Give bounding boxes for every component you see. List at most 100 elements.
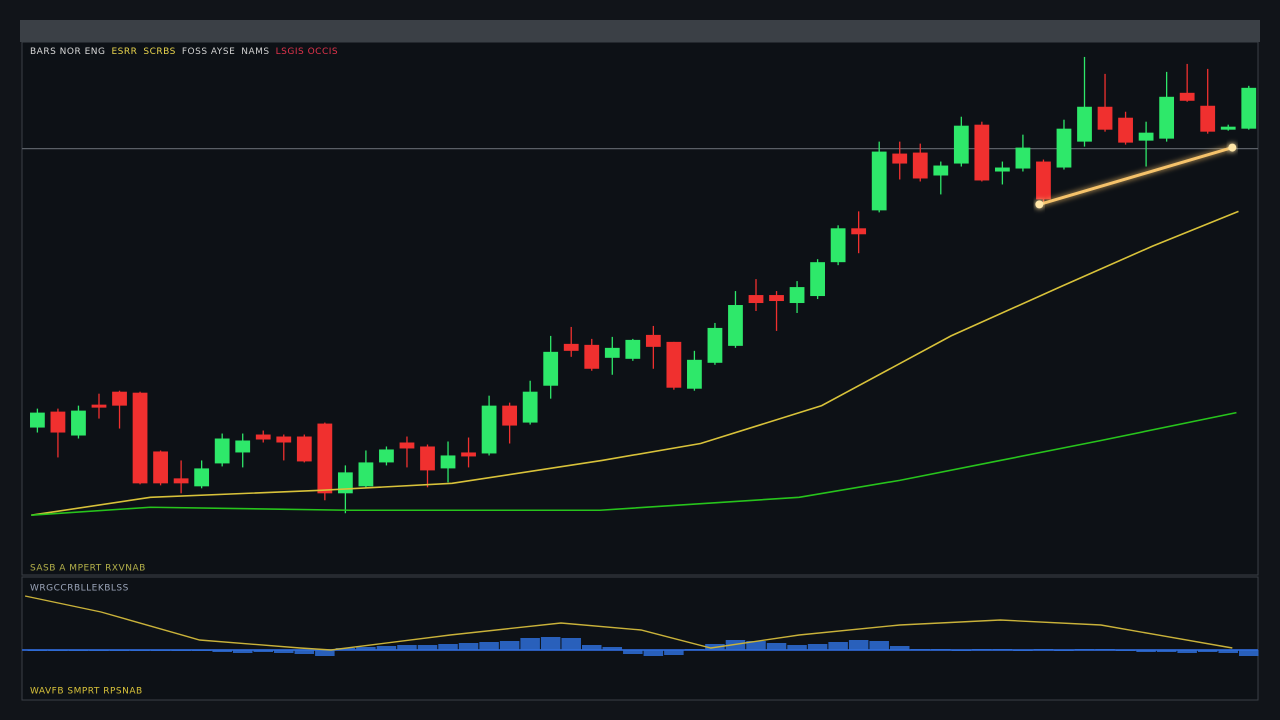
candle-body <box>194 468 210 487</box>
candle-body <box>994 167 1010 172</box>
candle-body <box>645 334 661 347</box>
histogram-bar <box>643 650 664 656</box>
histogram-bar <box>1156 650 1177 652</box>
candle-body <box>461 452 476 457</box>
legend-item: FOSS AYSE <box>182 47 235 57</box>
histogram-bar <box>356 647 376 650</box>
candle-body <box>317 423 333 494</box>
candle-body <box>276 436 292 443</box>
footer-label: SASB A MPERT RXVNAB <box>30 564 146 574</box>
histogram-bar <box>458 643 479 650</box>
histogram-bar <box>623 650 643 654</box>
candle-body <box>50 411 66 433</box>
candle-body <box>1056 128 1072 168</box>
histogram-bar <box>130 650 150 651</box>
histogram-bar <box>664 650 684 655</box>
histogram-bar <box>232 650 253 653</box>
histogram-bar <box>1218 650 1238 653</box>
candle-body <box>974 124 990 181</box>
histogram-bar <box>848 640 869 650</box>
histogram-bar <box>274 650 294 653</box>
candle-body <box>543 351 559 386</box>
candle-body <box>1077 106 1092 142</box>
histogram-bar <box>27 650 48 651</box>
histogram-bar <box>931 649 951 650</box>
histogram-bar <box>438 644 458 650</box>
trendline-point <box>1228 143 1237 152</box>
histogram-bar <box>1033 649 1054 650</box>
histogram-bar <box>335 648 356 650</box>
histogram-bar <box>150 650 171 651</box>
legend-item: LSGIS OCCIS <box>276 47 338 57</box>
candle-body <box>933 165 949 176</box>
candle-body <box>1015 147 1031 169</box>
histogram-bar <box>315 650 335 656</box>
histogram-bar <box>417 645 438 650</box>
candle-body <box>851 228 867 235</box>
candle-body <box>1200 105 1216 132</box>
histogram-bar <box>766 643 787 650</box>
candle-body <box>112 391 127 406</box>
candle-body <box>728 305 743 346</box>
candle-body <box>481 405 497 454</box>
candle-body <box>789 287 805 304</box>
candle-body <box>666 341 682 388</box>
candle-body <box>420 446 435 471</box>
candle-body <box>173 478 189 484</box>
histogram-bar <box>951 650 972 651</box>
candle-body <box>563 343 579 351</box>
candle-body <box>953 125 969 164</box>
candle-body <box>1241 87 1257 129</box>
candle-body <box>91 404 107 408</box>
price-plot <box>22 56 1258 517</box>
moving-average <box>31 411 1237 517</box>
histogram-bar <box>48 650 68 651</box>
candle-body <box>379 449 394 463</box>
main-panel <box>21 41 1259 576</box>
histogram-bar <box>1177 650 1197 653</box>
indicator-title: WRGCCRBLLEKBLSS <box>30 584 129 594</box>
histogram-bar <box>1115 650 1136 651</box>
candle-body <box>871 151 887 211</box>
candle-body <box>235 440 251 453</box>
candle-body <box>214 438 230 464</box>
candle-body <box>810 262 825 297</box>
candle-body <box>1118 117 1133 143</box>
candle-body <box>255 434 271 440</box>
histogram-bar <box>602 647 623 650</box>
histogram-bar <box>992 649 1013 650</box>
histogram-bar <box>479 642 499 650</box>
candle-body <box>30 412 45 428</box>
candle-body <box>153 451 168 484</box>
histogram-bar <box>561 638 581 650</box>
candle-body <box>296 436 312 462</box>
candle-body <box>707 327 723 363</box>
legend-item: ESRR <box>111 47 137 57</box>
legend-item: BARS NOR ENG <box>30 47 105 57</box>
candle-body <box>1036 161 1051 200</box>
histogram-bar <box>1239 650 1259 656</box>
candle-body <box>912 152 928 179</box>
histogram-bar <box>499 641 520 650</box>
candle-body <box>71 410 86 436</box>
trendline <box>1037 146 1234 206</box>
histogram-bar <box>1074 649 1095 650</box>
candle-body <box>1138 132 1154 141</box>
candle-body <box>399 442 415 449</box>
histogram-bar <box>294 650 315 654</box>
trendline-point <box>1035 200 1044 209</box>
candle-body <box>625 339 641 359</box>
histogram-bar <box>1095 649 1115 650</box>
candle-body <box>687 359 702 389</box>
indicator-footer: WAVFB SMPRT RPSNAB <box>30 687 143 697</box>
candle-body <box>1159 96 1175 139</box>
histogram-bar <box>109 650 130 651</box>
oscillator-line <box>24 595 1233 651</box>
legend: BARS NOR ENG ESRR SCRBS FOSS AYSE NAMS LSGIS … <box>30 47 338 57</box>
histogram-bar <box>684 649 705 650</box>
histogram-bar <box>376 646 397 650</box>
candle-body <box>522 391 538 423</box>
histogram-bar <box>520 638 540 650</box>
top-bar <box>20 20 1260 42</box>
